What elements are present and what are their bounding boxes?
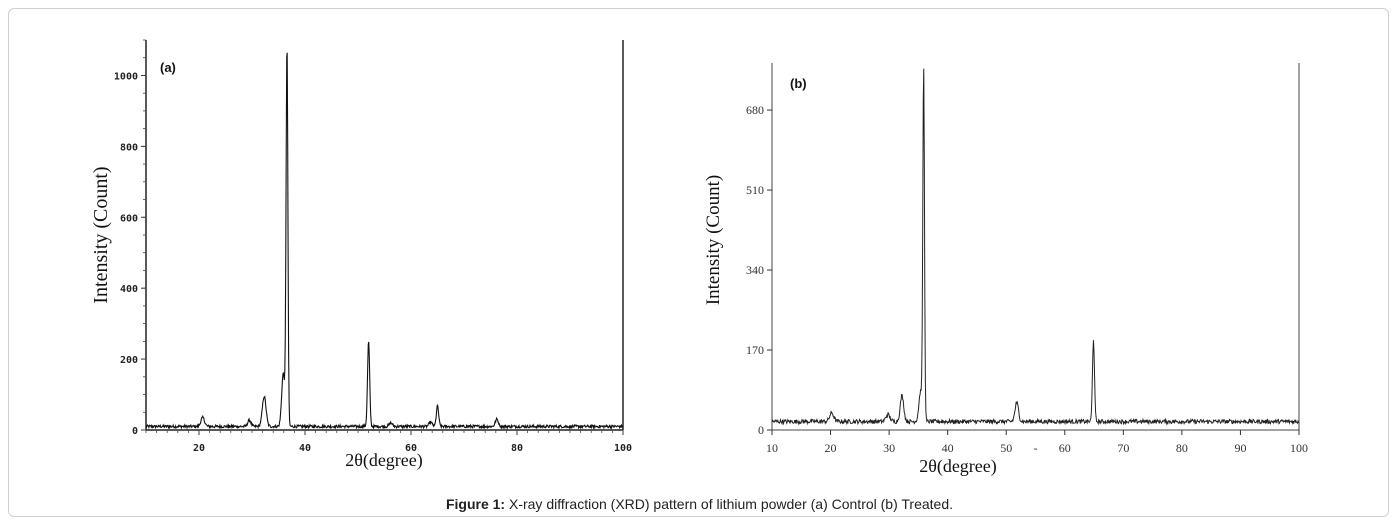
panel-b-xtick-label: - <box>1034 441 1038 455</box>
panel-b-ticks: 0 170 340 510 680 10 20 30 40 50 - 60 70 80 90 100 <box>746 103 1308 455</box>
panel-a-ytick-label: 600 <box>120 213 138 224</box>
panel-a-xtick-label: 40 <box>299 443 311 454</box>
panel-a-label: (a) <box>160 60 176 75</box>
chart-panel-a: 0 200 400 600 800 1000 20 40 60 80 100 (a) 2θ(degr… <box>90 39 632 471</box>
panel-b-xtick-label: 90 <box>1234 441 1246 455</box>
panel-b-ytick-label: 340 <box>746 263 764 277</box>
panel-a-series-line <box>145 52 624 431</box>
panel-b-ytick-label: 510 <box>746 183 764 197</box>
panel-b-xtick-label: 80 <box>1176 441 1188 455</box>
figure-frame <box>8 8 1389 517</box>
panel-a-y-axis-title: Intensity (Count) <box>90 166 112 303</box>
panel-a-xtick-label: 60 <box>405 443 417 454</box>
panel-b-ytick-label: 0 <box>758 423 764 437</box>
panel-a-ticks: 0 200 400 600 800 1000 20 40 60 80 100 <box>114 39 632 454</box>
panel-a-x-axis-title: 2θ(degree) <box>345 450 423 471</box>
panel-a-ytick-label: 800 <box>120 142 138 153</box>
panel-b-xtick-label: 60 <box>1059 441 1071 455</box>
panel-b-xtick-label: 100 <box>1290 441 1308 455</box>
panel-b-ytick-label: 680 <box>746 103 764 117</box>
figure-caption-text: X-ray diffraction (XRD) pattern of lithi… <box>505 496 954 512</box>
figure-caption-label: Figure 1: <box>445 496 506 512</box>
panel-b-series-line <box>771 68 1299 426</box>
panel-b-y-axis-title: Intensity (Count) <box>703 175 724 305</box>
panel-a-xtick-label: 100 <box>614 443 632 454</box>
panel-b-xtick-label: 30 <box>883 441 895 455</box>
panel-a-ytick-label: 1000 <box>114 71 138 82</box>
panel-b-x-axis-title: 2θ(degree) <box>919 456 997 477</box>
panel-b-xtick-label: 40 <box>942 441 954 455</box>
panel-b-ytick-label: 170 <box>746 343 764 357</box>
panel-a-ytick-label: 200 <box>120 355 138 366</box>
panel-b-xtick-label: 10 <box>766 441 778 455</box>
panel-b-label: (b) <box>790 76 807 91</box>
panel-a-xtick-label: 20 <box>193 443 205 454</box>
panel-b-xtick-label: 20 <box>825 441 837 455</box>
panel-a-ytick-label: 0 <box>132 426 138 437</box>
panel-a-xtick-label: 80 <box>511 443 523 454</box>
panel-a-ytick-label: 400 <box>120 284 138 295</box>
figure-caption: Figure 1: X-ray diffraction (XRD) patter… <box>0 496 1399 512</box>
panel-b-xtick-label: 50 <box>1000 441 1012 455</box>
panel-b-xtick-label: 70 <box>1117 441 1129 455</box>
